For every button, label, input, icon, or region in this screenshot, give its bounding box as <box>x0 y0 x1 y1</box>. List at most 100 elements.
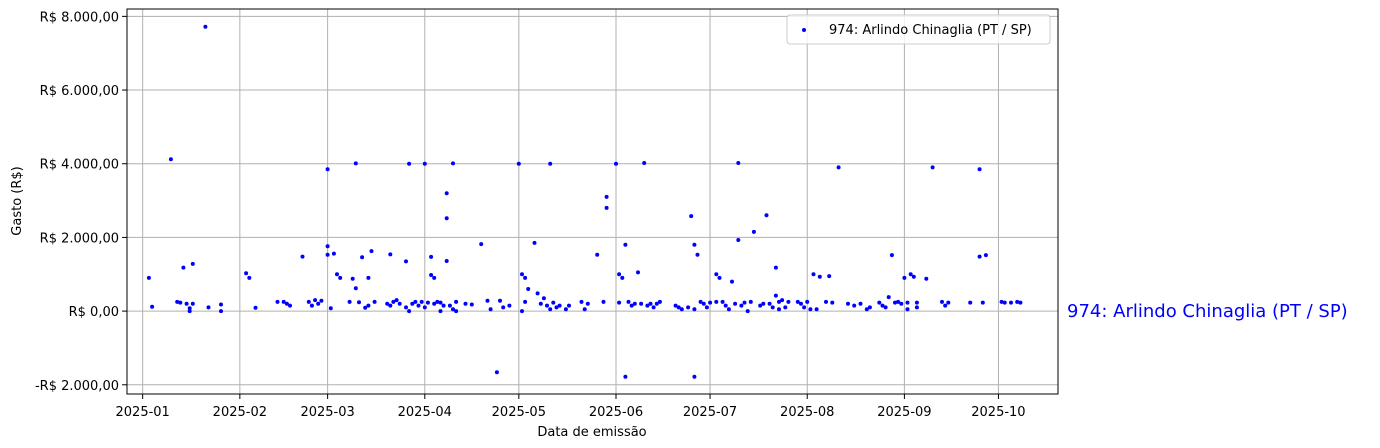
data-point <box>654 301 659 306</box>
data-point <box>814 307 819 312</box>
legend-marker <box>802 28 806 32</box>
data-point <box>742 300 747 305</box>
data-point <box>548 307 553 312</box>
data-point <box>206 305 211 310</box>
data-point <box>620 275 625 280</box>
data-point <box>977 254 982 259</box>
data-point <box>886 295 891 300</box>
data-point <box>551 300 556 305</box>
data-point <box>168 157 173 162</box>
data-point <box>692 374 697 379</box>
data-point <box>648 301 653 306</box>
data-point <box>410 301 415 306</box>
data-point <box>914 305 919 310</box>
data-point <box>275 299 280 304</box>
data-point <box>730 279 734 284</box>
data-point <box>902 275 907 280</box>
data-point <box>673 303 678 308</box>
data-point <box>203 24 208 29</box>
data-point <box>363 305 368 310</box>
data-point <box>629 303 634 308</box>
data-point <box>432 275 437 280</box>
data-point <box>733 301 738 306</box>
data-point <box>626 299 631 304</box>
data-point <box>557 303 562 308</box>
data-point <box>905 307 910 312</box>
x-tick-label: 2025-01 <box>116 405 170 420</box>
data-point <box>284 301 289 306</box>
data-point <box>181 265 186 270</box>
data-point <box>657 299 662 304</box>
y-tick-label: R$ 2.000,00 <box>40 231 119 246</box>
data-point <box>253 305 258 310</box>
data-point <box>623 374 628 379</box>
data-point <box>585 301 590 306</box>
data-point <box>357 300 361 305</box>
data-point <box>686 305 691 310</box>
data-point <box>187 306 192 311</box>
x-tick-label: 2025-10 <box>971 405 1025 420</box>
data-point <box>353 286 358 291</box>
data-point <box>328 306 333 311</box>
data-point <box>689 214 694 219</box>
data-point <box>783 305 788 310</box>
data-point <box>404 305 408 310</box>
data-point <box>385 301 390 306</box>
data-point <box>595 252 600 257</box>
data-point <box>175 299 180 304</box>
data-point <box>485 298 490 303</box>
data-point <box>463 301 468 306</box>
data-point <box>1009 300 1013 305</box>
data-point <box>444 191 449 196</box>
data-point <box>830 300 835 305</box>
data-point <box>817 274 822 279</box>
data-point <box>516 161 521 166</box>
grid <box>127 9 1058 394</box>
data-point <box>704 305 709 310</box>
y-tick-label: R$ 0,00 <box>69 305 119 320</box>
data-point <box>617 300 622 305</box>
data-point <box>388 303 393 308</box>
data-point <box>184 301 189 306</box>
data-point <box>407 309 412 314</box>
x-tick-label: 2025-04 <box>398 405 452 420</box>
data-point <box>219 302 223 307</box>
data-point <box>554 305 559 310</box>
data-point <box>397 301 402 306</box>
data-point <box>940 299 944 304</box>
data-point <box>767 301 772 306</box>
data-point <box>968 300 973 305</box>
data-point <box>811 272 816 277</box>
data-point <box>604 194 609 199</box>
data-point <box>708 300 713 305</box>
data-point <box>190 301 195 306</box>
data-point <box>896 299 901 304</box>
data-point <box>391 299 396 304</box>
data-point <box>419 299 424 304</box>
data-point <box>488 307 493 312</box>
data-point <box>563 307 568 312</box>
data-point <box>422 161 427 166</box>
x-tick-label: 2025-08 <box>780 405 834 420</box>
data-point <box>836 165 841 170</box>
data-point <box>943 303 948 308</box>
x-axis-label: Data de emissão <box>537 425 646 440</box>
data-point <box>636 270 640 275</box>
data-point <box>846 301 850 306</box>
data-point <box>623 242 628 247</box>
data-point <box>908 272 913 277</box>
data-point <box>309 303 314 308</box>
data-point <box>802 305 807 310</box>
data-point <box>520 272 524 277</box>
plot-frame <box>126 8 1059 395</box>
data-point <box>632 301 637 306</box>
data-point <box>701 301 706 306</box>
data-point <box>808 307 813 312</box>
data-point <box>739 303 744 308</box>
data-point <box>745 309 750 314</box>
data-point <box>780 298 785 303</box>
data-point <box>369 249 374 254</box>
data-point <box>190 261 195 266</box>
data-point <box>498 298 502 303</box>
data-point <box>977 167 982 172</box>
